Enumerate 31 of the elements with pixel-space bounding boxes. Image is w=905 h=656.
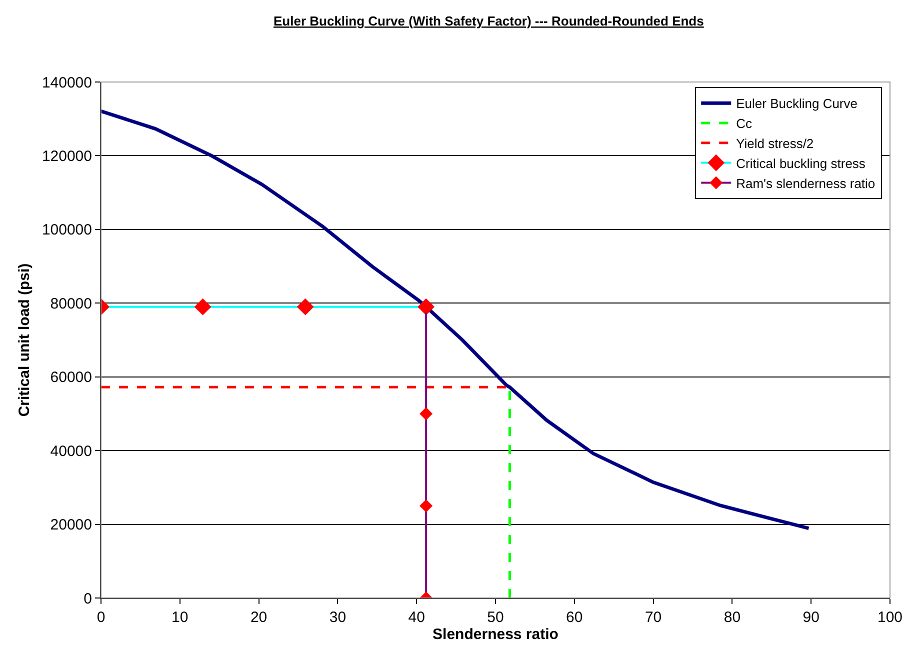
y-tick-label: 80000 — [50, 295, 92, 312]
x-tick-label: 80 — [724, 609, 741, 626]
legend-label: Cc — [736, 116, 752, 132]
legend-label: Ram's slenderness ratio — [736, 176, 876, 191]
x-tick-label: 50 — [487, 609, 504, 626]
point — [296, 298, 314, 316]
x-tick-label: 70 — [644, 609, 662, 626]
x-tick-label: 20 — [250, 609, 268, 626]
legend-label: Critical buckling stress — [736, 156, 866, 171]
y-tick-label: 140000 — [42, 74, 92, 92]
y-tick-label: 100000 — [42, 222, 92, 239]
point — [194, 298, 212, 316]
x-tick-label: 100 — [877, 609, 903, 626]
chart-title: Euler Buckling Curve (With Safety Factor) --- Rounded-Rounded Ends — [274, 14, 704, 28]
x-tick-label: 30 — [329, 609, 346, 626]
y-tick-label: 0 — [84, 590, 92, 608]
x-axis-title: Slenderness ratio — [432, 626, 558, 643]
legend-label: Yield stress/2 — [736, 136, 814, 151]
x-tick-label: 60 — [566, 609, 583, 626]
y-tick-label: 40000 — [50, 442, 92, 460]
x-tick-label: 10 — [172, 609, 188, 626]
point — [420, 499, 433, 512]
y-tick-label: 120000 — [42, 148, 92, 165]
y-tick-label: 60000 — [50, 369, 92, 386]
y-tick-label: 20000 — [50, 516, 92, 534]
y-axis-title: Critical unit load (psi) — [16, 263, 34, 417]
x-tick-label: 90 — [802, 609, 820, 626]
x-tick-label: 40 — [408, 609, 425, 626]
x-tick-label: 0 — [96, 609, 106, 626]
legend-label: Euler Buckling Curve — [736, 96, 858, 112]
point — [420, 407, 433, 420]
